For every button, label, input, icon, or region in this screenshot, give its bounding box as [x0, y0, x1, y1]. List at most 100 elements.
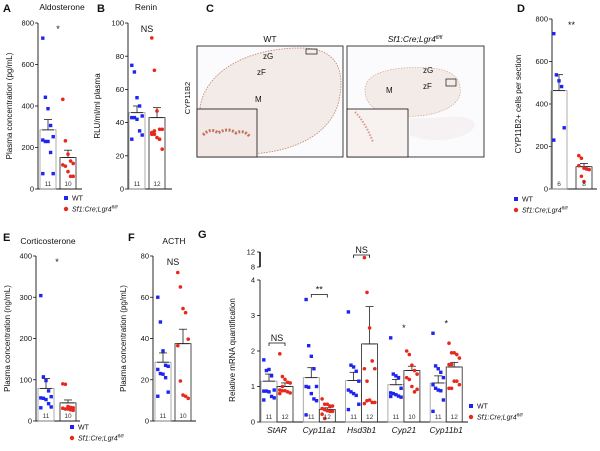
data-point-ko [370, 359, 375, 363]
y-tick-label: 0 [544, 185, 548, 194]
data-point-ko [181, 306, 185, 311]
data-point-ko [452, 350, 457, 355]
data-point-wt [132, 115, 137, 120]
n-label: 12 [366, 414, 374, 421]
category-cyp11a1: Cyp11a1 ** 11 12 [303, 285, 337, 435]
data-point-wt [389, 336, 393, 340]
legend-ko-label: Sf1:Cre;Lgr4fl/fl [477, 413, 523, 422]
data-point-ko [455, 352, 459, 357]
y-tick-label: 0 [120, 185, 124, 194]
panel-b: B 0 20 40 60 80 100 RLU/ml/ml plasma Renin NS 11 12 [93, 2, 172, 194]
data-point-ko [320, 397, 324, 401]
data-point-ko [449, 350, 454, 355]
data-point-ko [152, 68, 157, 73]
data-point-wt [436, 367, 440, 371]
data-point-wt [166, 364, 170, 369]
data-point-wt [166, 390, 170, 394]
wt-image-title: WT [263, 34, 276, 44]
inset-marker [445, 78, 457, 87]
data-point-ko [66, 169, 70, 174]
legend-wt-marker [70, 425, 74, 429]
data-point-wt [48, 123, 53, 128]
legend-ko-prefix: Sf1:Cre;Lgr4 [72, 207, 112, 214]
data-point-wt [264, 368, 269, 373]
chart-title: Corticosterone [20, 236, 76, 246]
data-point-wt [349, 363, 353, 367]
data-point-wt [267, 390, 271, 394]
data-point-ko [407, 352, 412, 357]
legend-ko-prefix: Sf1:Cre;Lgr4 [78, 436, 118, 443]
y-tick-label: 20 [141, 375, 149, 384]
data-point-wt [41, 396, 46, 401]
y-tick-label: 0 [28, 417, 32, 426]
wt-micrograph: zG zF M [196, 45, 344, 158]
legend-wt-label: WT [78, 425, 90, 432]
data-point-ko [415, 372, 419, 376]
n-label: 10 [64, 413, 72, 420]
y-tick-label: 600 [535, 57, 548, 66]
legend: WT Sf1:Cre;Lgr4fl/fl [63, 196, 118, 214]
data-point-ko [412, 390, 417, 394]
data-point-ko [457, 356, 462, 360]
data-point-wt [389, 391, 393, 395]
data-point-wt [161, 372, 165, 376]
data-point-ko [176, 270, 180, 275]
data-point-ko [373, 400, 377, 405]
data-point-ko [449, 386, 454, 391]
y-axis-label: Relative mRNA quantification [228, 298, 237, 402]
data-point-wt [130, 63, 134, 68]
data-point-ko [150, 132, 154, 137]
data-point-wt [269, 374, 274, 378]
n-label: 12 [451, 414, 459, 421]
data-point-ko [447, 341, 451, 345]
data-point-wt [39, 293, 43, 298]
y-axis-label: Plasma concentration (pg/mL) [119, 285, 128, 392]
data-point-ko [407, 377, 412, 382]
y-tick-label: 0 [251, 418, 255, 427]
category-cyp11b1: Cyp11b1 * 11 12 [429, 318, 463, 435]
n-label: 11 [435, 414, 442, 421]
data-point-wt [346, 407, 351, 412]
y-tick-label: 60 [116, 85, 124, 94]
y-tick-label: 2 [251, 347, 255, 356]
data-point-ko [455, 379, 459, 383]
data-point-ko [367, 326, 372, 330]
significance-label: * [402, 323, 406, 333]
data-point-ko [186, 337, 190, 341]
gene-label: Hsd3b1 [347, 425, 377, 435]
legend-wt-label: WT [477, 404, 489, 411]
data-point-ko [362, 255, 367, 260]
data-point-wt [441, 398, 446, 402]
data-point-ko [362, 401, 367, 406]
data-point-ko [582, 179, 586, 184]
gene-label: Cyp11b1 [429, 425, 463, 435]
data-point-wt [39, 406, 43, 410]
y-tick-label: 200 [19, 334, 32, 343]
legend-ko-marker [63, 206, 69, 212]
data-point-wt [314, 399, 319, 403]
data-point-wt [130, 137, 134, 141]
data-point-ko [365, 290, 369, 295]
data-point-ko [280, 374, 285, 379]
data-point-wt [433, 386, 438, 390]
legend-ko-marker [69, 435, 75, 441]
legend-wt-marker [469, 404, 473, 408]
data-point-ko [457, 382, 462, 387]
data-point-wt [163, 363, 168, 368]
data-point-wt [41, 375, 46, 379]
data-point-wt [51, 171, 55, 176]
data-point-ko [452, 379, 457, 383]
data-point-ko [288, 381, 293, 385]
data-point-wt [48, 150, 53, 155]
data-point-ko [71, 161, 75, 166]
legend-ko-sup: fl/fl [517, 413, 524, 418]
legend-ko-prefix: Sf1:Cre;Lgr4 [522, 208, 562, 215]
data-point-ko [579, 174, 584, 179]
data-point-ko [410, 363, 414, 368]
n-label: 8 [582, 181, 586, 188]
data-point-ko [325, 402, 330, 407]
y-tick-label: 400 [21, 102, 34, 111]
y-tick-label: 100 [19, 375, 32, 384]
